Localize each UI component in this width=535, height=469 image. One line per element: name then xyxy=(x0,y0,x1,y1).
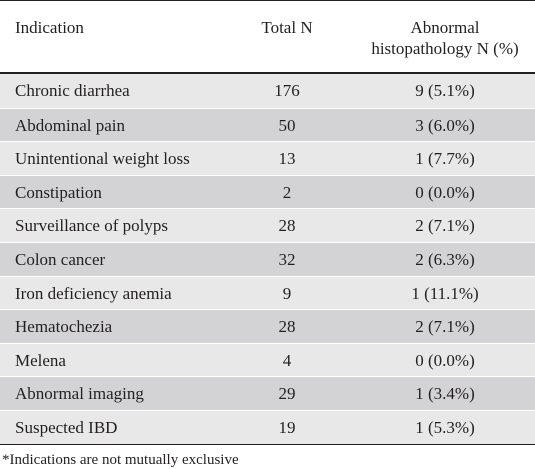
cell-indication: Chronic diarrhea xyxy=(15,81,130,100)
table-row: Suspected IBD 19 1 (5.3%) xyxy=(0,409,535,444)
cell-total: 28 xyxy=(278,216,296,236)
cell-abnormal: 0 (0.0%) xyxy=(415,182,475,202)
table-row: Chronic diarrhea 176 9 (5.1%) xyxy=(0,74,535,108)
cell-abnormal: 1 (3.4%) xyxy=(415,384,475,404)
cell-indication: Unintentional weight loss xyxy=(15,149,190,169)
cell-abnormal: 1 (5.3%) xyxy=(415,417,475,437)
cell-abnormal: 9 (5.1%) xyxy=(415,81,475,100)
table-header: Indication Total N Abnormal histopatholo… xyxy=(0,0,535,72)
cell-total: 19 xyxy=(278,417,296,437)
header-divider xyxy=(0,72,535,74)
cell-indication: Iron deficiency anemia xyxy=(15,283,172,303)
table-footnote: *Indications are not mutually exclusive xyxy=(2,451,239,468)
cell-abnormal: 2 (7.1%) xyxy=(415,216,475,236)
cell-total: 28 xyxy=(278,317,296,337)
cell-total: 32 xyxy=(278,249,296,269)
cell-total: 50 xyxy=(278,115,296,135)
cell-indication: Constipation xyxy=(15,182,102,202)
table-row: Hematochezia 28 2 (7.1%) xyxy=(0,309,535,343)
cell-indication: Colon cancer xyxy=(15,249,106,269)
cell-total: 4 xyxy=(282,350,292,370)
table-row: Constipation 2 0 (0.0%) xyxy=(0,174,535,209)
table-row: Abdominal pain 50 3 (6.0%) xyxy=(0,107,535,142)
cell-indication: Hematochezia xyxy=(15,317,113,337)
cell-total: 2 xyxy=(282,182,292,202)
cell-total: 13 xyxy=(278,149,296,169)
cell-indication: Abdominal pain xyxy=(15,115,126,135)
header-total-n: Total N xyxy=(261,18,313,37)
table-body: Chronic diarrhea 176 9 (5.1%) Abdominal … xyxy=(0,74,535,444)
cell-abnormal: 2 (6.3%) xyxy=(415,249,475,269)
table-row: Melena 4 0 (0.0%) xyxy=(0,342,535,377)
table-row: Abnormal imaging 29 1 (3.4%) xyxy=(0,376,535,410)
cell-abnormal: 3 (6.0%) xyxy=(415,115,475,135)
header-abnormal-line1: Abnormal xyxy=(410,18,480,37)
header-abnormal-histopathology: Abnormal histopathology N (%) xyxy=(325,17,535,59)
table-row: Colon cancer 32 2 (6.3%) xyxy=(0,241,535,276)
cell-indication: Abnormal imaging xyxy=(15,384,144,404)
table-row: Iron deficiency anemia 9 1 (11.1%) xyxy=(0,275,535,310)
header-indication: Indication xyxy=(15,18,84,37)
table-row: Unintentional weight loss 13 1 (7.7%) xyxy=(0,141,535,175)
header-abnormal-line2: histopathology N (%) xyxy=(371,39,519,58)
cell-abnormal: 1 (11.1%) xyxy=(411,283,479,303)
cell-abnormal: 1 (7.7%) xyxy=(415,149,475,169)
cell-abnormal: 0 (0.0%) xyxy=(415,350,475,370)
cell-indication: Suspected IBD xyxy=(15,417,118,437)
cell-indication: Melena xyxy=(15,350,66,370)
cell-total: 29 xyxy=(278,384,296,404)
cell-indication: Surveillance of polyps xyxy=(15,216,168,236)
cell-total: 176 xyxy=(274,81,300,100)
cell-abnormal: 2 (7.1%) xyxy=(415,317,475,337)
table-bottom-divider xyxy=(0,443,535,445)
cell-total: 9 xyxy=(282,283,292,303)
table-row: Surveillance of polyps 28 2 (7.1%) xyxy=(0,208,535,242)
